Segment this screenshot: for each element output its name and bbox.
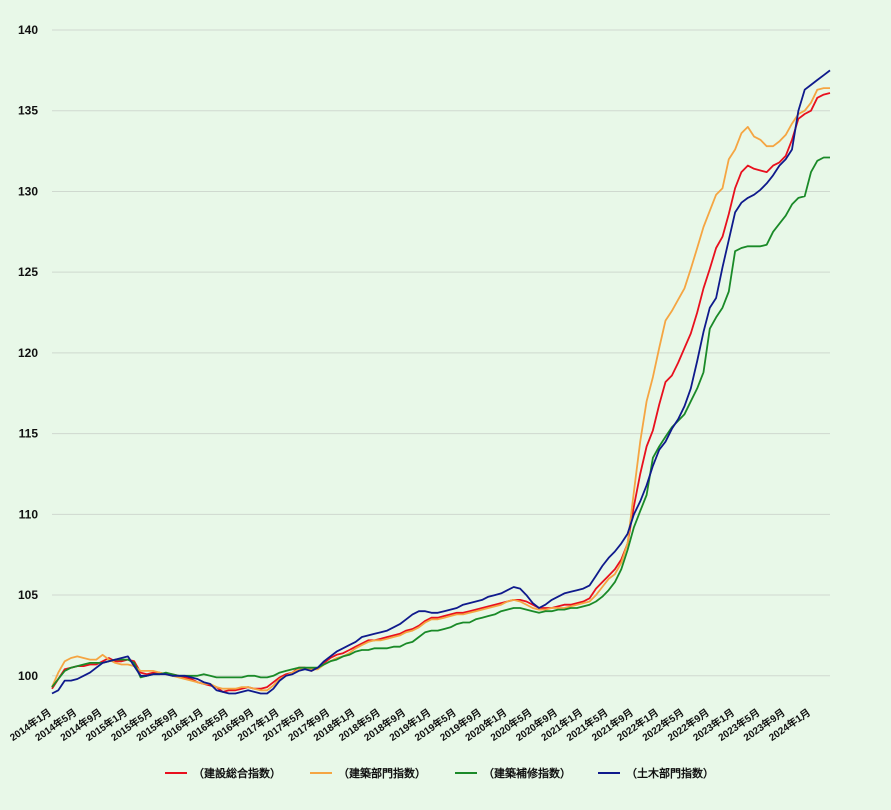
y-axis: 100 105 110 115 120 125 130 135 140 <box>18 23 38 683</box>
series-points-1 <box>52 93 830 692</box>
legend-label-4: （土木部門指数） <box>626 766 714 780</box>
series-line-2 <box>52 88 830 690</box>
series-points-3 <box>52 157 830 687</box>
legend-label-3: （建築補修指数） <box>483 766 571 780</box>
legend: （建設総合指数） （建築部門指数） （建築補修指数） （土木部門指数） <box>165 766 714 780</box>
series-points-4 <box>52 70 830 693</box>
series-points-2 <box>52 88 830 690</box>
series-line-1 <box>52 93 830 692</box>
y-tick-label: 100 <box>18 669 38 683</box>
y-tick-label: 125 <box>18 265 38 279</box>
x-axis: 2014年1月2014年5月2014年9月2015年1月2015年5月2015年… <box>7 706 813 744</box>
y-tick-label: 120 <box>18 346 38 360</box>
y-tick-label: 110 <box>19 507 39 521</box>
grid-lines <box>52 30 830 676</box>
y-tick-label: 135 <box>18 104 38 118</box>
legend-label-1: （建設総合指数） <box>193 766 281 780</box>
y-tick-label: 115 <box>19 427 39 441</box>
series-line-4 <box>52 70 830 693</box>
legend-label-2: （建築部門指数） <box>338 766 426 780</box>
y-tick-label: 140 <box>18 23 38 37</box>
y-tick-label: 130 <box>18 184 38 198</box>
y-tick-label: 105 <box>18 588 38 602</box>
series-line-3 <box>52 158 830 688</box>
series-lines <box>52 70 830 693</box>
